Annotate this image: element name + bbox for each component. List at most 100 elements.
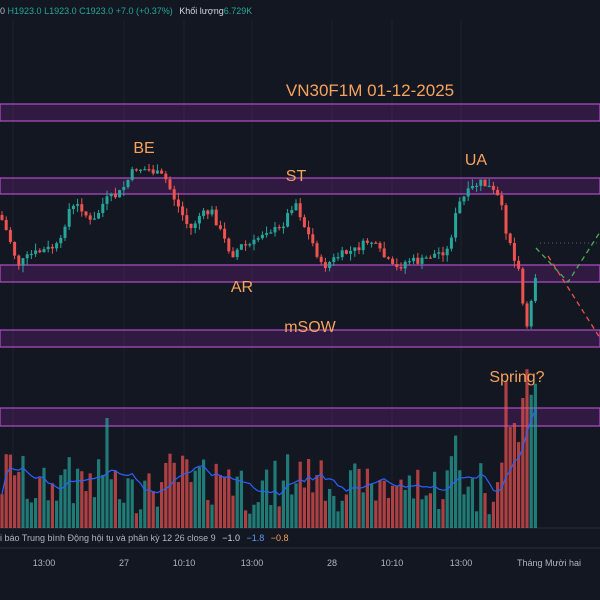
candle-body: [59, 237, 63, 244]
volume-bar: [50, 483, 54, 528]
candle-body: [109, 193, 113, 197]
ohlc-change: +7.0 (+0.37%): [115, 6, 173, 16]
volume-bar: [134, 513, 138, 528]
candle-body: [0, 215, 4, 220]
candle-body: [151, 169, 155, 174]
candle-body: [265, 233, 269, 235]
volume-bar: [399, 479, 403, 528]
candle-body: [13, 241, 17, 256]
volume-bar: [4, 454, 8, 528]
volume-bar: [508, 426, 512, 528]
volume-bar: [42, 467, 46, 528]
volume-bar: [298, 461, 302, 528]
candle-body: [407, 261, 411, 263]
volume-bar: [286, 454, 290, 528]
annotation-label: mSOW: [284, 319, 336, 336]
candle-body: [357, 247, 361, 251]
volume-bar: [63, 469, 67, 528]
candle-body: [193, 223, 197, 229]
zone-band: [0, 407, 600, 427]
candle-body: [206, 210, 210, 215]
macd-value-2: −1.8: [246, 533, 265, 543]
candle-body: [336, 257, 340, 259]
volume-bar: [25, 498, 29, 528]
volume-bar: [491, 501, 495, 528]
volume-bar: [176, 482, 180, 528]
volume-bar: [260, 480, 264, 528]
volume-bar: [227, 469, 231, 528]
candle-body: [445, 248, 449, 256]
volume-bar: [76, 468, 80, 528]
candle-body: [29, 253, 33, 256]
volume-label: Khối lượng: [179, 6, 224, 16]
time-tick: Tháng Mười hai: [517, 558, 581, 568]
annotation-label: Spring?: [489, 369, 544, 386]
candle-body: [340, 250, 344, 258]
volume-bar: [101, 474, 105, 528]
time-tick: 13:00: [32, 558, 56, 568]
volume-bar: [13, 475, 17, 528]
zone-band: [0, 177, 600, 195]
candle-body: [403, 261, 407, 269]
candle-body: [441, 252, 445, 256]
zone-band: [0, 329, 600, 348]
volume-bar: [172, 462, 176, 528]
candle-body: [269, 232, 273, 234]
candle-body: [210, 209, 214, 215]
volume-bar: [223, 476, 227, 528]
candle-body: [97, 212, 101, 219]
candle-body: [214, 209, 218, 226]
candle-body: [412, 257, 416, 262]
candle-body: [491, 185, 495, 190]
volume-bar: [525, 369, 529, 528]
volume-bar: [378, 480, 382, 528]
candle-body: [466, 188, 470, 197]
projection-up-path: [535, 231, 600, 284]
ohlc-prefix: 0: [0, 6, 6, 16]
volume-bar: [458, 470, 462, 528]
volume-bar: [59, 475, 63, 528]
volume-bar: [281, 480, 285, 528]
volume-bar: [311, 492, 315, 528]
candle-body: [365, 240, 369, 243]
candle-body: [84, 211, 88, 216]
candle-body: [122, 187, 126, 191]
candle-body: [395, 264, 399, 268]
volume-bar: [8, 454, 12, 528]
volume-bar: [340, 500, 344, 528]
volume-bar: [55, 500, 59, 528]
time-tick: 13:00: [449, 558, 473, 568]
volume-bar: [361, 492, 365, 528]
volume-bar: [424, 495, 428, 528]
candle-body: [134, 169, 138, 171]
volume-bar: [122, 502, 126, 528]
volume-bar: [67, 457, 71, 528]
volume-value: 6.729K: [223, 6, 253, 16]
candle-body: [244, 244, 248, 246]
volume-bar: [449, 456, 453, 528]
volume-bar: [202, 459, 206, 528]
candle-body: [118, 190, 122, 198]
candle-body: [349, 250, 353, 254]
volume-bar: [521, 398, 525, 528]
volume-bar: [475, 511, 479, 528]
candle-body: [273, 227, 277, 233]
candle-body: [42, 249, 46, 253]
annotation-label: BE: [133, 140, 154, 157]
candle-body: [353, 247, 357, 251]
volume-bar: [118, 499, 122, 528]
volume-bar: [353, 463, 357, 528]
candle-body: [55, 243, 59, 249]
volume-bar: [273, 460, 277, 528]
candle-body: [374, 242, 378, 244]
candle-body: [76, 204, 80, 206]
time-tick: 27: [118, 558, 130, 568]
candle-body: [8, 230, 12, 242]
candle-body: [277, 227, 281, 229]
candle-body: [235, 249, 239, 258]
zone-band: [0, 103, 600, 122]
candle-body: [382, 248, 386, 258]
volume-bar: [302, 487, 306, 528]
candle-body: [34, 250, 38, 254]
